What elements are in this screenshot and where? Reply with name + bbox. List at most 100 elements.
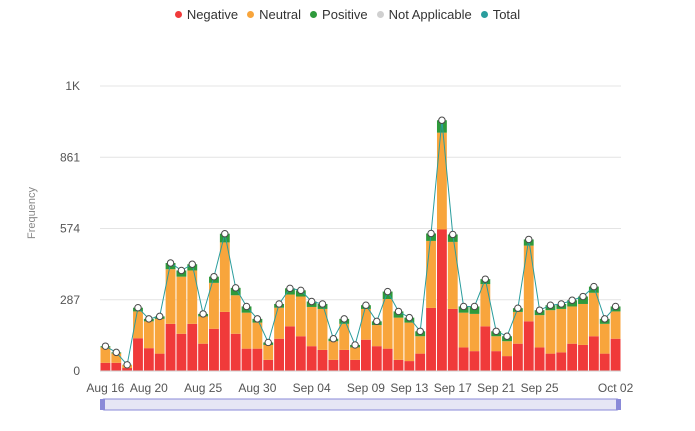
- bar-neutral[interactable]: [100, 347, 111, 363]
- legend-item-total[interactable]: Total: [480, 7, 520, 22]
- total-point[interactable]: [112, 348, 120, 357]
- total-point[interactable]: [601, 315, 609, 323]
- bar-neutral[interactable]: [393, 317, 404, 360]
- total-point[interactable]: [438, 116, 446, 124]
- bar-neutral[interactable]: [176, 276, 187, 334]
- total-point[interactable]: [134, 303, 142, 312]
- bar-negative[interactable]: [154, 353, 165, 371]
- total-point[interactable]: [188, 260, 196, 268]
- bar-negative[interactable]: [404, 361, 415, 371]
- total-point[interactable]: [557, 300, 566, 308]
- bar-neutral[interactable]: [426, 240, 436, 308]
- bar-negative[interactable]: [393, 359, 404, 371]
- total-point[interactable]: [546, 301, 555, 309]
- bar-neutral[interactable]: [133, 311, 143, 339]
- total-point[interactable]: [264, 338, 272, 347]
- total-point[interactable]: [210, 272, 218, 281]
- bar-negative[interactable]: [382, 348, 393, 371]
- bar-positive[interactable]: [578, 296, 588, 304]
- bar-neutral[interactable]: [285, 294, 295, 327]
- bar-negative[interactable]: [458, 347, 469, 371]
- total-point[interactable]: [275, 300, 283, 308]
- total-point[interactable]: [145, 315, 153, 323]
- bar-negative[interactable]: [491, 351, 502, 371]
- legend-item-negative[interactable]: Negative: [174, 7, 238, 22]
- bar-neutral[interactable]: [263, 344, 274, 360]
- bar-neutral[interactable]: [382, 299, 393, 349]
- bar-neutral[interactable]: [534, 315, 545, 348]
- bar-negative[interactable]: [165, 323, 176, 371]
- total-point[interactable]: [253, 315, 262, 323]
- bar-neutral[interactable]: [371, 325, 382, 347]
- total-point[interactable]: [514, 304, 522, 312]
- total-point[interactable]: [329, 335, 338, 343]
- total-point[interactable]: [199, 310, 207, 318]
- bar-negative[interactable]: [176, 333, 187, 371]
- total-point[interactable]: [590, 282, 598, 291]
- bar-negative[interactable]: [599, 353, 610, 371]
- bar-neutral[interactable]: [502, 341, 512, 357]
- bar-negative[interactable]: [610, 338, 621, 371]
- bar-negative[interactable]: [133, 338, 143, 371]
- bar-neutral[interactable]: [274, 307, 285, 339]
- bar-neutral[interactable]: [480, 284, 491, 327]
- bar-neutral[interactable]: [578, 303, 588, 345]
- bar-positive[interactable]: [469, 306, 480, 314]
- bar-neutral[interactable]: [306, 306, 317, 347]
- bar-neutral[interactable]: [523, 245, 534, 322]
- bar-neutral[interactable]: [458, 312, 469, 348]
- total-point[interactable]: [177, 266, 186, 275]
- bar-negative[interactable]: [306, 346, 317, 371]
- bar-negative[interactable]: [317, 349, 328, 371]
- bar-negative[interactable]: [219, 311, 230, 371]
- total-point[interactable]: [611, 302, 620, 311]
- bar-neutral[interactable]: [165, 269, 176, 324]
- bar-negative[interactable]: [469, 351, 480, 371]
- bar-neutral[interactable]: [339, 323, 350, 350]
- bar-neutral[interactable]: [230, 295, 241, 334]
- total-point[interactable]: [318, 300, 327, 308]
- total-point[interactable]: [221, 230, 229, 238]
- legend-item-positive[interactable]: Positive: [310, 7, 368, 22]
- bar-negative[interactable]: [187, 323, 198, 371]
- total-point[interactable]: [405, 313, 414, 322]
- total-point[interactable]: [449, 230, 457, 239]
- total-point[interactable]: [383, 287, 392, 296]
- bar-neutral[interactable]: [567, 306, 578, 344]
- bar-negative[interactable]: [252, 348, 263, 371]
- bar-neutral[interactable]: [187, 270, 198, 324]
- total-point[interactable]: [427, 229, 435, 238]
- bar-neutral[interactable]: [209, 282, 219, 329]
- total-point[interactable]: [242, 302, 251, 311]
- bar-positive[interactable]: [382, 291, 393, 300]
- bar-neutral[interactable]: [252, 322, 263, 349]
- bar-neutral[interactable]: [588, 292, 599, 337]
- total-point[interactable]: [307, 297, 316, 306]
- bar-negative[interactable]: [512, 343, 523, 371]
- bar-negative[interactable]: [361, 339, 371, 371]
- total-point[interactable]: [340, 315, 348, 323]
- total-point[interactable]: [416, 327, 424, 335]
- total-point[interactable]: [470, 302, 479, 311]
- total-point[interactable]: [394, 307, 403, 316]
- scroller-handle-right[interactable]: [616, 399, 621, 410]
- bar-neutral[interactable]: [198, 316, 209, 344]
- bar-negative[interactable]: [436, 229, 447, 371]
- bar-neutral[interactable]: [219, 242, 230, 312]
- total-point[interactable]: [362, 301, 370, 309]
- bar-negative[interactable]: [209, 328, 219, 371]
- total-point[interactable]: [297, 286, 305, 295]
- bar-negative[interactable]: [350, 359, 360, 371]
- bar-negative[interactable]: [588, 336, 599, 371]
- bar-neutral[interactable]: [143, 321, 154, 349]
- bar-negative[interactable]: [426, 307, 436, 371]
- bar-neutral[interactable]: [404, 322, 415, 362]
- bar-positive[interactable]: [219, 233, 230, 243]
- bar-neutral[interactable]: [447, 241, 458, 309]
- bar-negative[interactable]: [339, 349, 350, 371]
- bar-negative[interactable]: [415, 353, 426, 371]
- bar-neutral[interactable]: [154, 318, 165, 354]
- total-point[interactable]: [166, 259, 175, 267]
- range-scroller[interactable]: [100, 398, 621, 411]
- bar-neutral[interactable]: [545, 310, 556, 354]
